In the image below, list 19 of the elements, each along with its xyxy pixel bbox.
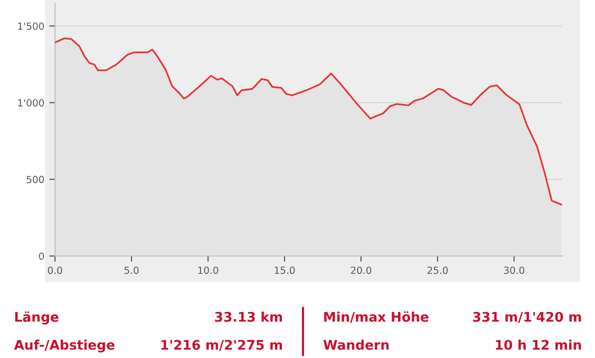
x-tick-label: 5.0: [124, 266, 139, 274]
text: Min/max Höhe: [324, 311, 428, 323]
x-tick-label: 10.0: [198, 266, 218, 274]
x-tick-label: 25.0: [427, 266, 448, 274]
y-tick-label: 1'000: [18, 99, 44, 106]
y-tick-label: 500: [26, 176, 44, 184]
text: Länge: [15, 311, 58, 325]
text: 1'216 m/2'275 m: [161, 340, 282, 351]
text: Auf-/Abstiege: [14, 340, 114, 352]
y-tick-label: 1'500: [18, 22, 44, 30]
x-tick-label: 30.0: [504, 266, 524, 274]
text: 33.13 km: [215, 312, 282, 322]
x-tick-label: 20.0: [350, 266, 372, 274]
text: Wandern: [323, 340, 389, 350]
x-tick-label: 0.0: [48, 266, 62, 274]
text: 331 m/1'420 m: [473, 312, 581, 323]
text: 10 h 12 min: [496, 340, 581, 350]
y-tick-label: 0: [39, 252, 44, 260]
x-tick-label: 15.0: [274, 266, 295, 274]
